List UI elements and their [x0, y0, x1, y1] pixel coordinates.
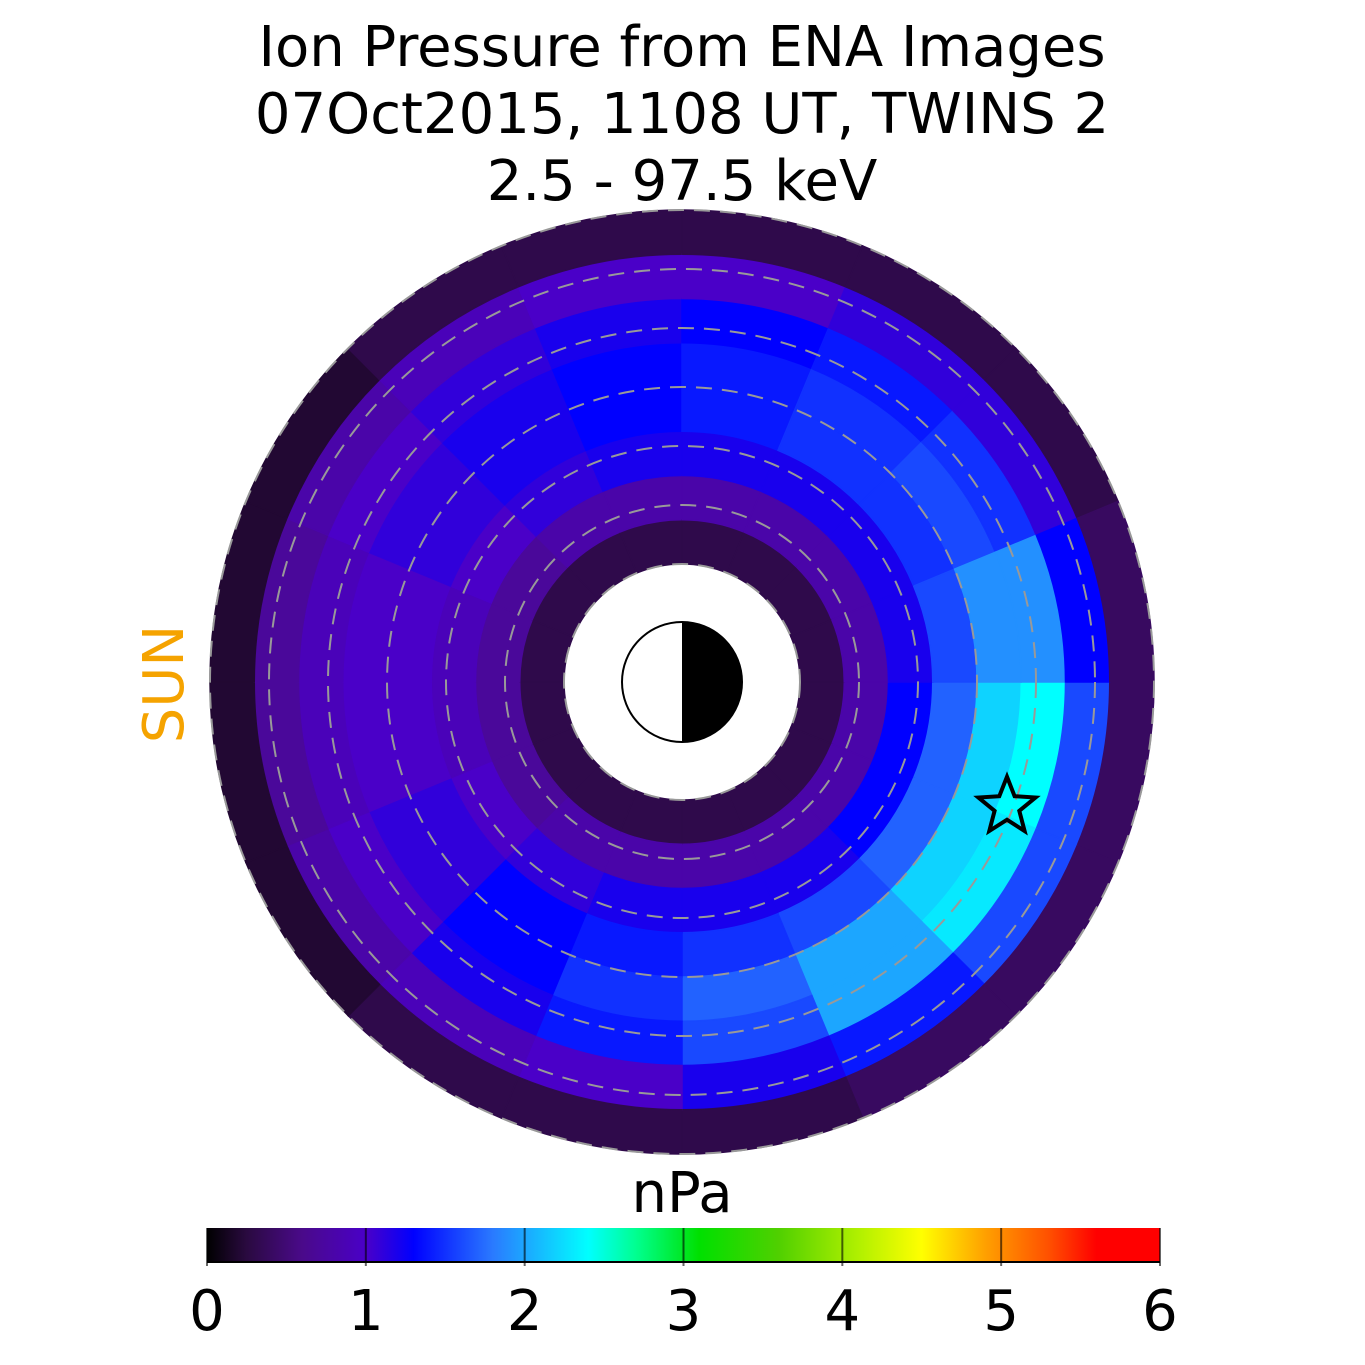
- earth-night: [682, 622, 742, 742]
- colorbar-label: nPa: [631, 1161, 732, 1226]
- colorbar-tick-label: 6: [1142, 1279, 1178, 1344]
- grid-circle: [445, 445, 919, 919]
- grid-circle: [386, 386, 978, 978]
- title-line: Ion Pressure from ENA Images: [258, 15, 1105, 80]
- grid-circle: [504, 504, 860, 860]
- colorbar-tick-label: 1: [348, 1279, 384, 1344]
- sun-label: SUN: [132, 625, 197, 743]
- grid-circle: [563, 563, 801, 801]
- colorbar: 0 1 2 3 4 5 6: [189, 1228, 1178, 1344]
- colorbar-tick-label: 4: [825, 1279, 861, 1344]
- grid-circle: [209, 209, 1155, 1155]
- star-marker: [973, 771, 1041, 836]
- colorbar-tick-label: 3: [666, 1279, 702, 1344]
- grid-circle: [327, 327, 1037, 1037]
- colorbar-tick-label: 0: [189, 1279, 225, 1344]
- grid-circle: [268, 268, 1096, 1096]
- grid: [209, 209, 1155, 1155]
- earth: [621, 621, 743, 743]
- title-line: 07Oct2015, 1108 UT, TWINS 2: [255, 82, 1109, 147]
- colorbar-tick-label: 5: [983, 1279, 1019, 1344]
- colorbar-tick-label: 2: [507, 1279, 543, 1344]
- overlay: [973, 771, 1041, 836]
- title-line: 2.5 - 97.5 keV: [487, 149, 878, 214]
- ring: [209, 209, 1155, 1155]
